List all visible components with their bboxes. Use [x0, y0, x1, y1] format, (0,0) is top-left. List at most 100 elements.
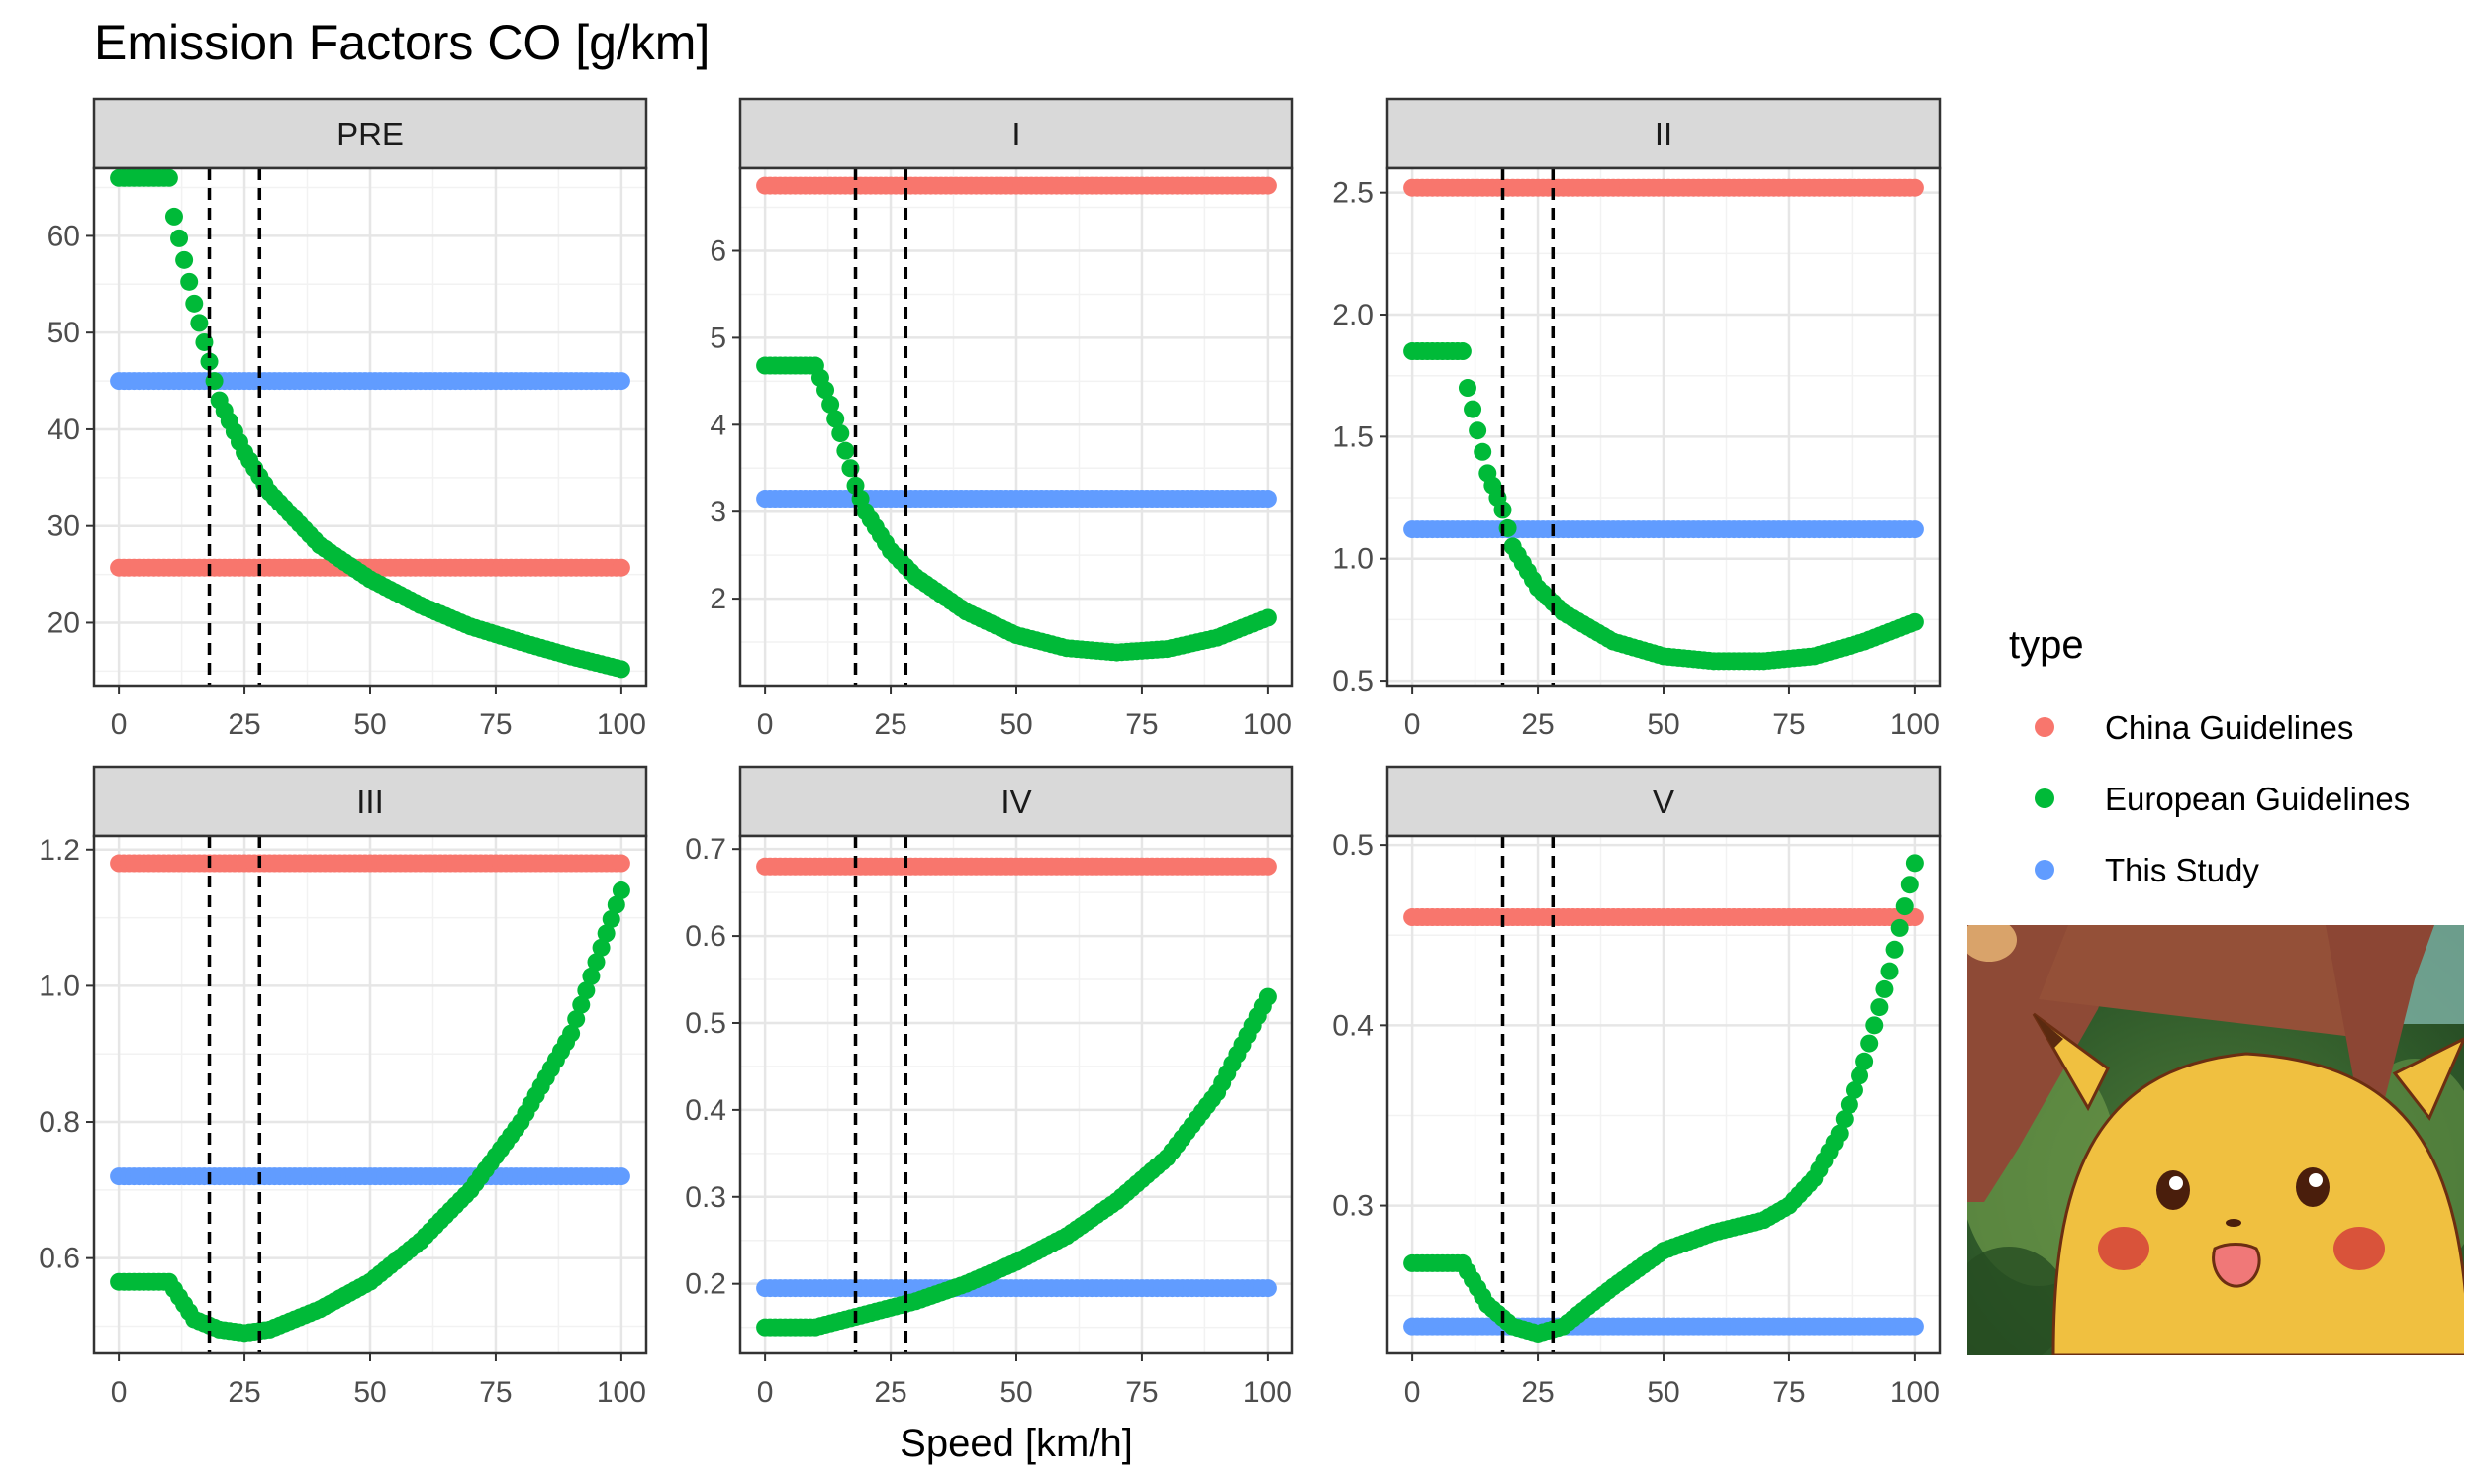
- panel-data-PRE: [110, 168, 630, 686]
- y-tick-label: 0.4: [685, 1094, 726, 1127]
- y-tick-label: 0.3: [1332, 1190, 1374, 1223]
- y-tick-label: 1.0: [39, 970, 80, 1002]
- y-tick-label: 0.8: [39, 1106, 80, 1139]
- series-european-guidelines: [1403, 854, 1924, 1343]
- point-european-guidelines: [1840, 1095, 1858, 1114]
- point-european-guidelines: [1845, 1080, 1863, 1099]
- series-this-study: [756, 1279, 1277, 1298]
- legend-key: [2035, 788, 2054, 808]
- y-tick-label: 0.6: [39, 1243, 80, 1275]
- point-european-guidelines: [592, 938, 611, 957]
- chart-title: Emission Factors CO [g/km]: [94, 15, 710, 70]
- point-european-guidelines: [1900, 876, 1919, 894]
- point-china-guidelines: [612, 854, 630, 873]
- panel-III: III 0 25 50 75 100 0.6 0.8 1.0 1.2: [39, 765, 648, 1409]
- point-european-guidelines: [831, 424, 850, 443]
- point-european-guidelines: [200, 352, 219, 371]
- x-tick-label: 25: [874, 1376, 906, 1409]
- y-tick-label: 0.5: [1332, 665, 1374, 697]
- strip-III: [92, 765, 648, 838]
- panel-I: I 0 25 50 75 100 2 3 4 5 6: [710, 97, 1294, 741]
- point-european-guidelines: [1464, 400, 1482, 418]
- panel-II: II 0 25 50 75 100 0.5 1.0 1.5 2.0 2.5: [1332, 97, 1942, 741]
- point-european-guidelines: [159, 168, 178, 187]
- panel-data-III: [110, 836, 630, 1353]
- x-tick-label: 75: [479, 708, 512, 741]
- point-european-guidelines: [175, 250, 194, 269]
- x-tick-label: 50: [999, 708, 1032, 741]
- point-european-guidelines: [1865, 1016, 1884, 1035]
- x-tick-label: 25: [1521, 708, 1554, 741]
- panel-data-V: [1403, 836, 1924, 1353]
- x-tick-label: 75: [1125, 1376, 1158, 1409]
- legend-key: [2035, 717, 2054, 737]
- point-european-guidelines: [572, 995, 591, 1014]
- panel-V: V 0 25 50 75 100 0.3 0.4 0.5: [1332, 765, 1942, 1409]
- series-european-guidelines: [756, 987, 1277, 1337]
- x-tick-label: 0: [1404, 1376, 1421, 1409]
- point-this-study: [612, 1167, 630, 1186]
- point-european-guidelines: [190, 314, 209, 332]
- x-tick-label: 0: [111, 1376, 128, 1409]
- x-tick-label: 25: [1521, 1376, 1554, 1409]
- series-china-guidelines: [1403, 178, 1924, 197]
- point-european-guidelines: [567, 1010, 586, 1029]
- point-this-study: [1258, 490, 1277, 509]
- panel-border: [92, 834, 648, 1355]
- point-european-guidelines: [1469, 421, 1487, 440]
- point-european-guidelines: [1905, 854, 1924, 873]
- point-european-guidelines: [607, 895, 625, 914]
- x-tick-label: 0: [757, 1376, 774, 1409]
- point-european-guidelines: [602, 909, 620, 928]
- point-european-guidelines: [1890, 918, 1909, 937]
- y-tick-label: 5: [710, 322, 726, 354]
- series-this-study: [110, 372, 630, 391]
- x-tick-label: 100: [1243, 1376, 1292, 1409]
- surprised-pikachu-image: [1967, 925, 2464, 1355]
- point-china-guidelines: [612, 558, 630, 577]
- panel-border: [92, 166, 648, 688]
- x-tick-label: 75: [1125, 708, 1158, 741]
- point-this-study: [612, 372, 630, 391]
- x-tick-label: 0: [111, 708, 128, 741]
- y-tick-label: 20: [48, 606, 80, 639]
- point-european-guidelines: [1474, 442, 1492, 461]
- point-european-guidelines: [1875, 979, 1894, 998]
- point-this-study: [1905, 1317, 1924, 1336]
- y-tick-label: 2: [710, 583, 726, 615]
- strip-I: [738, 97, 1294, 170]
- x-tick-label: 100: [1243, 708, 1292, 741]
- x-tick-label: 50: [353, 708, 386, 741]
- panel-data-I: [756, 168, 1277, 686]
- strip-label-PRE: PRE: [336, 116, 404, 152]
- point-china-guidelines: [1258, 176, 1277, 195]
- x-tick-label: 25: [228, 708, 260, 741]
- series-china-guidelines: [756, 857, 1277, 876]
- y-tick-label: 1.5: [1332, 420, 1374, 453]
- series-european-guidelines: [110, 881, 630, 1343]
- y-tick-label: 4: [710, 409, 726, 441]
- y-tick-label: 0.4: [1332, 1009, 1374, 1042]
- panel-data-IV: [756, 836, 1277, 1353]
- x-tick-label: 100: [1890, 708, 1940, 741]
- point-european-guidelines: [1458, 379, 1476, 398]
- point-european-guidelines: [836, 441, 855, 460]
- point-european-guidelines: [185, 294, 204, 313]
- panel-IV: IV 0 25 50 75 100 0.2 0.3 0.4 0.5 0.6 0.7: [685, 765, 1294, 1409]
- y-tick-label: 3: [710, 496, 726, 528]
- strip-label-V: V: [1653, 784, 1674, 820]
- point-european-guidelines: [816, 381, 835, 400]
- panel-border: [1385, 834, 1942, 1355]
- strip-label-II: II: [1655, 116, 1672, 152]
- point-european-guidelines: [180, 272, 199, 291]
- series-china-guidelines: [756, 176, 1277, 195]
- x-tick-label: 25: [228, 1376, 260, 1409]
- point-european-guidelines: [1830, 1124, 1849, 1143]
- x-tick-label: 50: [353, 1376, 386, 1409]
- x-tick-label: 75: [479, 1376, 512, 1409]
- x-tick-label: 25: [874, 708, 906, 741]
- point-european-guidelines: [577, 981, 596, 1000]
- x-tick-label: 0: [757, 708, 774, 741]
- y-tick-label: 40: [48, 414, 80, 446]
